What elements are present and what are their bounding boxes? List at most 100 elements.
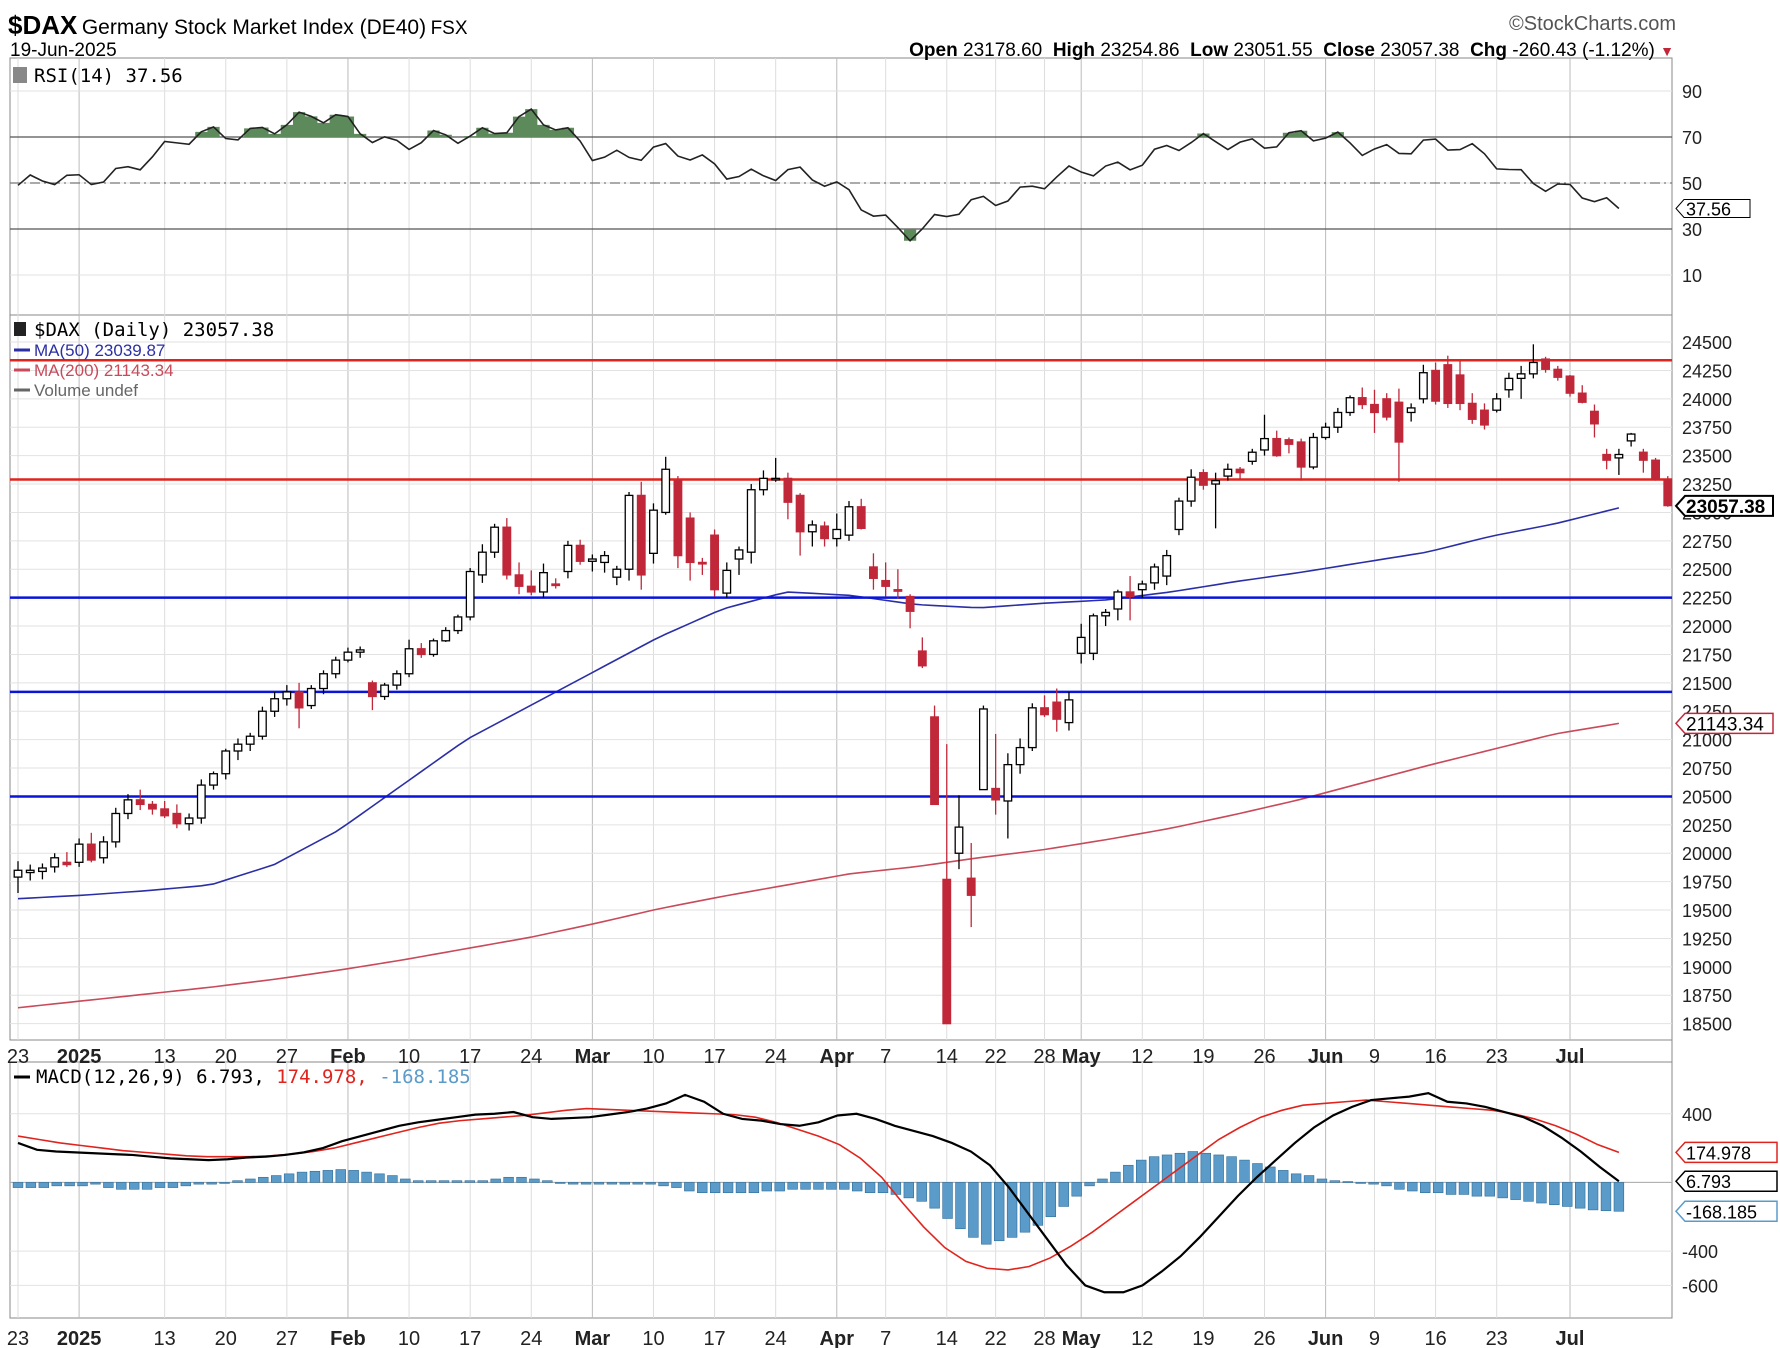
macd-histogram-bar xyxy=(1432,1182,1444,1194)
macd-histogram-bar xyxy=(1187,1151,1199,1183)
candle-body xyxy=(1211,479,1221,485)
macd-histogram-bar xyxy=(1600,1182,1612,1212)
x-tick-label-macd: 28 xyxy=(1033,1328,1055,1348)
candle-body xyxy=(978,708,988,791)
x-tick-label-macd: 10 xyxy=(642,1328,664,1348)
candle-body xyxy=(1651,459,1660,481)
candle-body xyxy=(893,589,903,592)
candle-legend-icon xyxy=(14,322,26,336)
price-y-tick: 19500 xyxy=(1682,901,1732,921)
candle-body xyxy=(1027,707,1037,749)
candle-body xyxy=(942,878,952,1025)
candle-body xyxy=(147,803,157,810)
macd-histogram-bar xyxy=(335,1169,346,1183)
candle-body xyxy=(245,735,255,745)
ohlc-summary: Open 23178.60 High 23254.86 Low 23051.55… xyxy=(909,40,1674,62)
macd-histogram-bar xyxy=(929,1182,940,1209)
macd-histogram-bar xyxy=(1523,1182,1534,1202)
macd-histogram-bar xyxy=(232,1180,243,1183)
macd-histogram-bar xyxy=(800,1182,811,1190)
candle-body xyxy=(1076,636,1086,654)
x-tick-label-price: Apr xyxy=(820,1046,855,1068)
open-label: Open xyxy=(909,40,958,61)
candle-body xyxy=(184,817,194,825)
macd-histogram-bar xyxy=(722,1182,734,1194)
x-tick-label-macd: 17 xyxy=(703,1328,725,1348)
macd-histogram-bar xyxy=(1613,1182,1625,1212)
macd-histogram-bar xyxy=(1574,1182,1586,1209)
price-y-tick: 19250 xyxy=(1682,929,1732,949)
candle-body xyxy=(441,629,451,642)
rsi-line xyxy=(17,108,1620,242)
macd-histogram-bar xyxy=(1148,1156,1160,1183)
price-y-tick: 19750 xyxy=(1682,873,1732,893)
macd-histogram-bar xyxy=(64,1182,75,1187)
candle-body xyxy=(612,568,622,578)
macd-legend-value: 6.793, xyxy=(196,1066,276,1088)
macd-histogram-bar xyxy=(1497,1182,1508,1199)
macd-histogram-bar xyxy=(258,1176,269,1183)
x-tick-label-macd: 26 xyxy=(1253,1328,1275,1348)
candle-body xyxy=(832,528,842,540)
candle-body xyxy=(930,716,939,806)
price-y-tick: 21000 xyxy=(1682,731,1732,751)
candle-body xyxy=(1553,368,1563,378)
candle-body xyxy=(820,525,829,540)
x-tick-label-macd: 22 xyxy=(985,1328,1007,1348)
x-tick-label-price: 28 xyxy=(1033,1046,1055,1068)
x-tick-label-macd: 9 xyxy=(1369,1328,1380,1348)
macd-histogram-bar xyxy=(1045,1182,1057,1218)
macd-histogram-bar xyxy=(129,1182,140,1190)
x-tick-label-macd: 16 xyxy=(1424,1328,1446,1348)
macd-tag xyxy=(1674,1170,1778,1192)
x-tick-label-macd: 12 xyxy=(1131,1328,1153,1348)
x-tick-label-price: 2025 xyxy=(57,1046,102,1068)
candle-body xyxy=(1003,763,1013,802)
candle-body xyxy=(1174,500,1184,531)
rsi-panel: RSI(14) 37.56 xyxy=(10,65,1672,242)
macd-histogram-bar xyxy=(1278,1170,1289,1183)
macd-histogram-bar xyxy=(1549,1182,1560,1206)
x-tick-label-price: 7 xyxy=(880,1046,891,1068)
x-tick-label-price: 10 xyxy=(642,1046,664,1068)
candle-body xyxy=(490,526,500,553)
macd-histogram-bar xyxy=(851,1182,863,1192)
brand-label: ©StockCharts.com xyxy=(1509,13,1676,36)
ma200-line xyxy=(17,722,1620,1009)
macd-histogram-bar xyxy=(1407,1182,1418,1192)
chg-label: Chg xyxy=(1470,40,1507,61)
price-y-tick: 18500 xyxy=(1682,1015,1732,1035)
rsi-y-tick: 90 xyxy=(1682,82,1702,102)
candle-body xyxy=(1638,451,1648,461)
brand: StockCharts.com xyxy=(1523,13,1676,35)
macd-histogram-bar xyxy=(425,1180,437,1183)
macd-histogram-bar xyxy=(697,1182,708,1194)
macd-histogram-bar xyxy=(916,1182,927,1202)
candle-body xyxy=(50,857,60,868)
macd-histogram-bar xyxy=(77,1182,88,1187)
rsi-y-tick: 30 xyxy=(1682,220,1702,240)
x-tick-label-macd: 27 xyxy=(276,1328,298,1348)
candle-body xyxy=(807,524,817,533)
candle-body xyxy=(1162,554,1172,577)
macd-histogram-bar xyxy=(1032,1182,1044,1226)
macd-histogram-bar xyxy=(1110,1171,1121,1183)
price-y-tick: 22500 xyxy=(1682,560,1732,580)
macd-histogram-bar xyxy=(25,1182,37,1188)
chg-value: -260.43 (-1.12%) xyxy=(1512,40,1655,61)
price-y-tick: 20000 xyxy=(1682,844,1732,864)
macd-histogram-bar xyxy=(890,1182,902,1195)
candle-body xyxy=(575,544,585,562)
candle-body xyxy=(844,506,854,536)
down-arrow-icon: ▼ xyxy=(1660,43,1674,59)
candle-body xyxy=(1235,468,1245,474)
macd-histogram-bar xyxy=(516,1176,527,1183)
rsi-y-tick: 50 xyxy=(1682,174,1702,194)
candle-body xyxy=(306,687,316,707)
macd-histogram-bar xyxy=(438,1180,450,1183)
candle-body xyxy=(1528,361,1538,375)
candle-body xyxy=(600,554,610,564)
candle-body xyxy=(355,649,365,653)
macd-histogram-bar xyxy=(709,1182,721,1194)
candle-body xyxy=(99,841,108,859)
